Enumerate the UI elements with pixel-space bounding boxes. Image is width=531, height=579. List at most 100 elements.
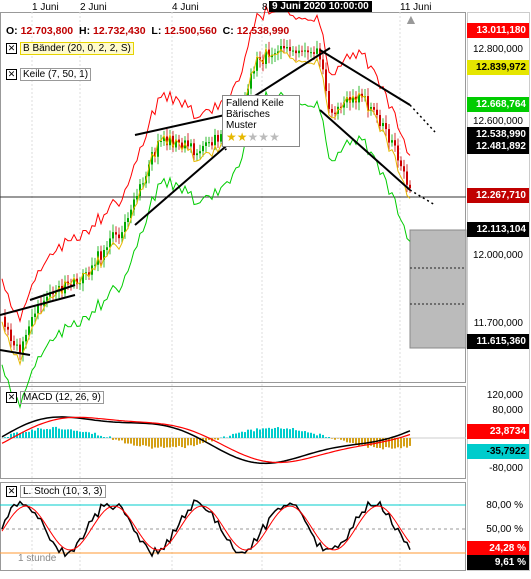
candle-body	[133, 199, 135, 210]
candle-body	[265, 49, 267, 64]
macd-histogram-bar	[250, 429, 252, 438]
candle-body	[202, 145, 204, 152]
price-axis-label: 12.000,000	[472, 250, 523, 261]
lower-band-price-box: 12.668,764	[467, 97, 529, 112]
macd-histogram-bar	[58, 428, 60, 438]
candle-body	[247, 88, 249, 98]
candle-body	[187, 140, 189, 147]
macd-histogram-bar	[28, 431, 30, 438]
macd-histogram-bar	[148, 438, 150, 447]
macd-histogram-bar	[61, 429, 63, 438]
macd-histogram-bar	[199, 438, 201, 444]
macd-histogram-bar	[166, 438, 168, 448]
macd-histogram-bar	[190, 438, 192, 446]
bollinger-legend[interactable]: ✕ B Bänder (20, 0, 2, 2, S)	[6, 42, 134, 55]
candle-body	[94, 264, 96, 266]
macd-histogram-bar	[193, 438, 195, 447]
candle-body	[19, 344, 21, 354]
candle-body	[46, 296, 48, 301]
macd-histogram-bar	[34, 430, 36, 438]
signal-value-box: -35,7922	[467, 444, 529, 459]
candle-body	[208, 142, 210, 144]
macd-histogram-bar	[325, 437, 327, 438]
macd-histogram-bar	[244, 432, 246, 438]
candle-body	[373, 107, 375, 110]
ohlc-readout: O: 12.703,800 H: 12.732,430 L: 12.500,56…	[6, 25, 289, 37]
candle-body	[103, 249, 105, 260]
candle-body	[193, 143, 195, 156]
candle-body	[367, 96, 369, 111]
candle-body	[394, 140, 396, 146]
stoch-legend[interactable]: ✕ L. Stoch (10, 3, 3)	[6, 485, 106, 498]
candle-body	[277, 51, 279, 54]
remove-stoch-icon[interactable]: ✕	[6, 486, 17, 497]
candle-body	[28, 326, 30, 335]
candle-body	[118, 234, 120, 239]
current-time-label: 9 Juni 2020 10:00:00	[269, 1, 372, 12]
candle-body	[142, 183, 144, 185]
macd-histogram-bar	[37, 428, 39, 438]
macd-histogram-bar	[97, 435, 99, 438]
candle-body	[37, 304, 39, 314]
candle-body	[112, 232, 114, 239]
candle-body	[163, 136, 165, 141]
remove-macd-icon[interactable]: ✕	[6, 392, 17, 403]
wedge-legend[interactable]: ✕ Keile (7, 50, 1)	[6, 68, 92, 81]
macd-histogram-bar	[280, 428, 282, 438]
price-axis-label: 12.600,000	[472, 116, 523, 127]
macd-histogram-bar	[151, 438, 153, 449]
remove-bollinger-icon[interactable]: ✕	[6, 43, 17, 54]
macd-histogram-bar	[82, 432, 84, 438]
macd-histogram-bar	[403, 438, 405, 447]
cursor-marker-icon[interactable]: ▲	[404, 11, 418, 27]
candle-body	[220, 134, 222, 142]
stoch-d-box: 24,28 %	[467, 541, 529, 556]
candle-body	[292, 50, 294, 52]
wedge-trendline	[29, 284, 76, 301]
macd-histogram-bar	[91, 433, 93, 438]
candle-body	[70, 284, 72, 286]
candle-body	[196, 153, 198, 156]
candle-body	[256, 57, 258, 71]
macd-histogram-bar	[133, 438, 135, 446]
pattern-rating: ★★★★★	[226, 131, 296, 144]
candle-body	[166, 136, 168, 146]
wedge-extension	[409, 104, 436, 133]
remove-wedge-icon[interactable]: ✕	[6, 69, 17, 80]
candle-body	[301, 50, 303, 52]
macd-histogram-bar	[349, 438, 351, 443]
macd-histogram-bar	[259, 429, 261, 438]
middle-band-price-box: 12.839,972	[467, 60, 529, 75]
candle-body	[148, 164, 150, 177]
candle-body	[298, 50, 300, 54]
macd-histogram-bar	[73, 430, 75, 438]
macd-histogram-bar	[394, 438, 396, 449]
macd-histogram-bar	[274, 427, 276, 438]
macd-histogram-bar	[46, 428, 48, 438]
macd-histogram-bar	[184, 438, 186, 449]
macd-histogram-bar	[232, 433, 234, 438]
candle-body	[310, 52, 312, 54]
star-empty-icon: ★	[258, 130, 270, 144]
macd-histogram-bar	[115, 438, 117, 440]
macd-histogram-bar	[223, 436, 225, 438]
high-value: 12.732,430	[93, 25, 146, 37]
macd-histogram-bar	[328, 437, 330, 438]
candle-body	[295, 50, 297, 54]
macd-histogram-bar	[253, 431, 255, 438]
macd-histogram-bar	[52, 427, 54, 438]
macd-histogram-bar	[373, 438, 375, 448]
bollinger-label: B Bänder (20, 0, 2, 2, S)	[20, 42, 134, 55]
macd-legend[interactable]: ✕ MACD (12, 26, 9)	[6, 391, 104, 404]
macd-histogram-bar	[271, 428, 273, 438]
macd-axis-label: 80,000	[492, 405, 523, 416]
candle-body	[328, 91, 330, 109]
low-label: L:	[151, 25, 162, 37]
macd-histogram-bar	[145, 438, 147, 446]
macd-histogram-bar	[352, 438, 354, 444]
macd-histogram-bar	[130, 438, 132, 444]
wedge-price-box: 12.481,892	[467, 139, 529, 154]
macd-histogram-bar	[382, 438, 384, 450]
timeline-label-5: 11 Juni	[400, 2, 432, 13]
candle-body	[181, 142, 183, 149]
